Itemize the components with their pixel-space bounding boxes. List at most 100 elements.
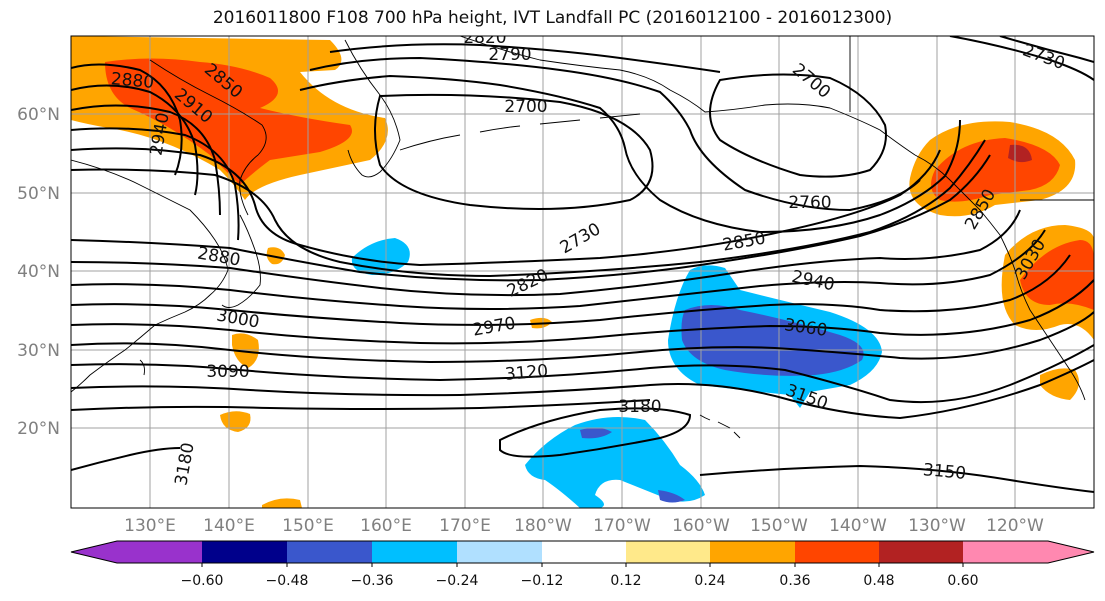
lat-label-60n: 60°N: [17, 105, 60, 125]
colorbar-segment: [457, 541, 542, 563]
colorbar-segment: [372, 541, 457, 563]
coast-asia: [71, 159, 229, 393]
lon-label: 150°E: [282, 516, 334, 536]
ivt-shade-blob-20n: [220, 411, 251, 432]
contour-b2: [71, 209, 1021, 297]
colorbar-tick-label: −0.12: [521, 573, 564, 589]
contour-2700-loop: [374, 93, 654, 210]
longitude-labels: 130°E 140°E 150°E 160°E 170°E 180°W 170°…: [124, 516, 1044, 536]
contour-b6: [71, 311, 1094, 364]
colorbar-tick-label: −0.36: [351, 573, 394, 589]
contour-b9: [71, 399, 651, 411]
lon-label: 160°E: [360, 516, 412, 536]
colorbar-segment: [795, 541, 879, 563]
lon-label: 130°E: [124, 516, 176, 536]
lon-label: 150°W: [750, 516, 808, 536]
ivt-shade-blue-south-dark1: [580, 427, 612, 439]
lat-label-40n: 40°N: [17, 262, 60, 282]
contour-label: 3180: [618, 397, 661, 417]
coast-alaska: [459, 36, 916, 156]
ivt-shade-blue-central-mid: [681, 305, 864, 376]
coast-aleutians: [399, 113, 641, 151]
ivt-shade-blob-japan: [266, 247, 285, 265]
coastlines: [71, 36, 1094, 439]
lon-label: 180°W: [514, 516, 572, 536]
ivt-shade-california-core: [1020, 240, 1094, 310]
contour-2700-ne: [999, 36, 1094, 63]
lon-label: 130°W: [908, 516, 966, 536]
ivt-shade-gulf-alaska-dark: [1008, 144, 1032, 163]
contour-2790: [329, 43, 721, 73]
coast-japan: [221, 214, 261, 308]
contour-2730-east: [949, 36, 1094, 81]
colorbar-segment: [542, 541, 626, 563]
contour-label: 3120: [504, 361, 549, 385]
lon-label: 140°W: [829, 516, 887, 536]
contour-label: 2760: [788, 193, 831, 213]
lon-label: 170°W: [593, 516, 651, 536]
colorbar: −0.60 −0.48 −0.36 −0.24 −0.12 0.12 0.24 …: [70, 540, 1095, 589]
contour-3180-loop: [499, 407, 692, 458]
colorbar-extend-left: [71, 541, 117, 563]
colorbar-extend-right: [1048, 541, 1094, 563]
colorbar-segment: [963, 541, 1048, 563]
height-contours: [71, 36, 1094, 493]
coast-canada: [914, 154, 1016, 271]
colorbar-tick-label: 0.60: [947, 573, 978, 589]
lat-label-20n: 20°N: [17, 419, 60, 439]
coast-us: [1014, 269, 1086, 401]
coast-kamchatka: [344, 39, 401, 178]
colorbar-segment: [710, 541, 795, 563]
contour-a1: [71, 147, 941, 267]
lat-label-30n: 30°N: [17, 341, 60, 361]
contour-3150-se: [699, 464, 1094, 493]
coast-hawaii: [699, 414, 741, 439]
colorbar-tick-label: 0.24: [694, 573, 725, 589]
contour-2760: [309, 56, 921, 212]
colorbar-segment: [117, 541, 202, 563]
map-title: 2016011800 F108 700 hPa height, IVT Land…: [212, 8, 893, 28]
lon-label: 140°E: [203, 516, 255, 536]
contour-label: 2880: [110, 69, 155, 93]
lon-label: 170°E: [439, 516, 491, 536]
contour-b4: [71, 254, 1071, 326]
ivt-shade-blue-south-dark2: [658, 490, 685, 503]
latitude-labels: 60°N 50°N 40°N 30°N 20°N: [17, 105, 60, 439]
lon-label: 120°W: [986, 516, 1044, 536]
contour-2910: [71, 84, 199, 196]
colorbar-tick-label: −0.48: [266, 573, 309, 589]
contour-3180-sw: [71, 447, 181, 471]
colorbar-tick-label: 0.48: [863, 573, 894, 589]
contour-b3: [71, 229, 1046, 310]
ivt-negative-shading: [351, 238, 882, 508]
contour-label: 2700: [504, 97, 547, 117]
contour-b8: [71, 359, 1094, 420]
contour-label: 2790: [488, 45, 531, 65]
map-frame-border: [70, 35, 1095, 509]
colorbar-ticks: [201, 563, 964, 567]
coast-okhotsk: [149, 59, 267, 216]
contour-2940-nw: [71, 63, 183, 176]
colorbar-segment: [626, 541, 710, 563]
lat-label-50n: 50°N: [17, 184, 60, 204]
contour-2730: [299, 74, 961, 234]
colorbar-segment: [287, 541, 372, 563]
ivt-shade-blob-south: [262, 498, 302, 508]
contour-label: 2820: [463, 28, 506, 48]
contour-a2: [71, 139, 986, 278]
colorbar-tick-label: −0.24: [436, 573, 479, 589]
coast-taiwan: [139, 359, 145, 376]
colorbar-segment: [202, 541, 287, 563]
contour-label: 3090: [206, 362, 249, 382]
contour-2700-east: [709, 73, 887, 178]
contour-2880: [71, 104, 221, 216]
ivt-shade-blue-south: [525, 416, 705, 508]
colorbar-segment: [879, 541, 963, 563]
colorbar-outline: [70, 540, 1095, 564]
contour-b7: [71, 344, 1094, 404]
contour-b1: [71, 154, 991, 282]
colorbar-tick-label: 0.12: [610, 573, 641, 589]
colorbar-tick-label: 0.36: [779, 573, 810, 589]
contour-b5: [71, 279, 1094, 345]
